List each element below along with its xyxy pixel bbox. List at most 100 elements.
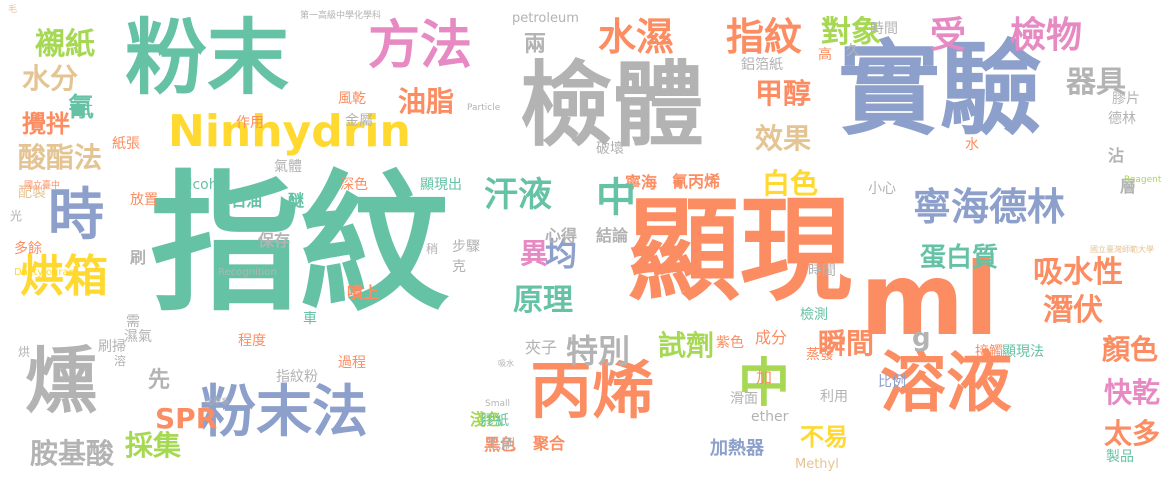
word: 製品	[1106, 449, 1134, 465]
word: 第一高級中學化學科	[300, 11, 382, 21]
word: 吸水	[498, 359, 514, 368]
word: 沾	[1108, 146, 1125, 165]
word: 刷掃	[98, 339, 126, 355]
word: 水濕	[598, 15, 675, 59]
word: Methyl	[795, 457, 839, 472]
word: 蛋白質	[920, 243, 999, 273]
word: 太多	[1104, 417, 1161, 450]
word: 試劑	[658, 329, 715, 362]
word: 檢物	[1010, 15, 1083, 56]
word: 酸酯法	[18, 141, 103, 174]
word: 需	[126, 314, 140, 330]
word: 異	[520, 237, 549, 270]
word: 採集	[125, 429, 182, 462]
word: SPR	[155, 402, 218, 435]
word: 比例	[878, 374, 906, 390]
word: Ninhydrin	[168, 106, 411, 157]
word: 白色	[762, 167, 819, 200]
word: 顯現出	[420, 177, 462, 193]
word: 不易	[800, 423, 848, 451]
word: 膠片	[1112, 91, 1140, 107]
word: 均	[545, 235, 578, 273]
word: 稍	[426, 242, 439, 256]
word: 先	[148, 368, 171, 393]
word: 滑面	[730, 391, 758, 407]
word: 蒸發	[806, 347, 834, 363]
word: 指紋粉	[276, 369, 318, 385]
word: 丙烯	[530, 354, 655, 427]
word: 原理	[513, 283, 573, 318]
word: petroleum	[512, 11, 579, 26]
word: 淺色	[470, 410, 503, 429]
word: 高	[818, 47, 832, 63]
word: 毛刷	[487, 437, 515, 453]
word: 氰	[68, 93, 95, 123]
word: 胺基酸	[30, 437, 115, 470]
word: 指紋	[150, 158, 451, 332]
word: 程度	[238, 333, 266, 349]
word: 膠紙	[481, 413, 509, 429]
word: 燻	[25, 339, 98, 423]
word: 克	[452, 259, 466, 275]
word: 吸水性	[1033, 255, 1123, 290]
word: Reagent	[1124, 175, 1162, 185]
word: Small	[485, 399, 510, 409]
word: 德林	[1108, 111, 1136, 127]
word: 粉末	[125, 11, 290, 106]
word: 鋁箔紙	[741, 57, 783, 73]
word: 顏色	[1102, 333, 1159, 366]
word: 加熱器	[710, 438, 764, 459]
word: 檢測	[800, 307, 828, 323]
word: 國立臺灣師範大學	[1090, 245, 1154, 254]
word: 襯紙	[35, 27, 95, 62]
word: 破壞	[596, 141, 624, 157]
word: 保存	[258, 231, 291, 250]
word: Recognition	[218, 267, 277, 278]
word: 光	[10, 209, 23, 223]
word: g	[912, 323, 931, 353]
word: 時間	[808, 263, 836, 279]
word: 層	[1117, 178, 1136, 194]
word: 深色	[340, 177, 368, 193]
word: 石油	[230, 191, 263, 210]
word: 黑色	[484, 435, 517, 454]
word: 溶液	[880, 344, 1012, 421]
word: 顯現	[628, 186, 852, 316]
word: 汗液	[484, 175, 552, 215]
word: 水	[965, 137, 979, 153]
word: 加	[756, 368, 773, 387]
word: Dactylogram	[14, 267, 79, 278]
word: 刷	[130, 248, 147, 267]
word: 車	[303, 311, 317, 327]
word: 對象	[821, 15, 881, 50]
word: 氰丙烯	[672, 172, 721, 191]
word: 聚合	[533, 434, 566, 453]
word: 配製	[18, 185, 46, 201]
word: Particle	[467, 103, 501, 113]
word: 顯現法	[1002, 344, 1044, 360]
word: 潛伏	[1043, 293, 1103, 328]
word: 金屬	[345, 113, 373, 129]
word: 器具	[1066, 65, 1126, 100]
word: 步驟	[452, 239, 480, 255]
word: 化學系	[205, 397, 229, 406]
word: 多餘	[14, 241, 42, 257]
word: 油脂	[398, 85, 455, 118]
word: 水分	[22, 62, 79, 95]
word: 作用	[236, 115, 264, 131]
word: 實驗	[838, 31, 1042, 150]
word: 指紋	[726, 15, 803, 59]
word: 受	[930, 15, 967, 56]
word: 效果	[755, 122, 812, 155]
word: 快乾	[1104, 376, 1161, 409]
word: 過程	[338, 355, 366, 371]
word: 溶	[114, 354, 127, 368]
word: 粉末法	[200, 380, 368, 445]
word: 方法	[368, 16, 473, 76]
word: 夾子	[525, 338, 558, 357]
word: 結論	[596, 226, 629, 245]
word: 接觸	[975, 344, 1003, 360]
word: 醚	[288, 191, 305, 210]
word: 濕氣	[124, 329, 152, 345]
